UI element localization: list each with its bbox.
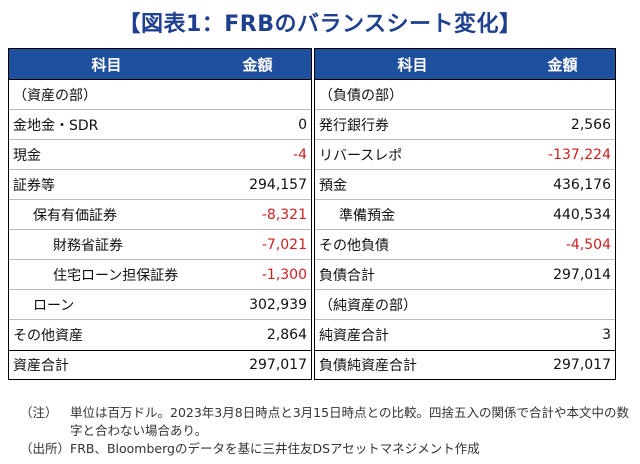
footnote-tag: （出所）	[20, 441, 71, 456]
assets-row: 金地金・SDR 0	[9, 110, 311, 140]
liabilities-row-label: 負債合計	[319, 267, 375, 284]
assets-table: 科目 金額 （資産の部） 金地金・SDR 0 現金 -4 証券等 294,157 保有有価証券…	[8, 48, 312, 380]
liabilities-row-value: 3	[602, 327, 611, 343]
assets-row: ローン 302,939	[9, 290, 311, 320]
assets-row-label: 財務省証券	[53, 237, 123, 254]
liabilities-row-label: リバースレポ	[319, 147, 403, 164]
assets-row-label: （資産の部）	[13, 87, 97, 104]
liabilities-row-label: （負債の部）	[319, 87, 403, 104]
liabilities-row: 準備預金 440,534	[315, 200, 615, 230]
assets-row-value: -1,300	[261, 266, 307, 283]
liabilities-row-value: 297,014	[553, 266, 611, 283]
assets-row-label: 現金	[13, 147, 41, 164]
assets-row-label: 住宅ローン担保証券	[53, 267, 179, 284]
liabilities-row-value: 2,566	[570, 116, 611, 133]
footnote-source: （出所） FRB、Bloombergのデータを基に三井住友DSアセットマネジメン…	[20, 440, 630, 458]
assets-row-label: ローン	[33, 297, 75, 314]
assets-table-header: 科目 金額	[9, 49, 311, 80]
liabilities-row-label: 預金	[319, 177, 347, 194]
assets-row-value: 2,864	[266, 327, 307, 343]
assets-row: その他資産 2,864	[9, 320, 311, 350]
liabilities-row: 負債合計 297,014	[315, 260, 615, 290]
liabilities-rows: （負債の部） 発行銀行券 2,566 リバースレポ -137,224 預金 436,176 準…	[315, 80, 615, 350]
assets-total-label: 資産合計	[13, 358, 69, 374]
page-title: 【図表1：FRBのバランスシート変化】	[118, 12, 522, 37]
liabilities-table: 科目 金額 （負債の部） 発行銀行券 2,566 リバースレポ -137,224 預金 43…	[314, 48, 616, 380]
assets-row: 財務省証券 -7,021	[9, 230, 311, 260]
liabilities-row: （負債の部）	[315, 80, 615, 110]
liabilities-row-label: 発行銀行券	[319, 117, 389, 134]
assets-row-label: 証券等	[13, 177, 55, 194]
liabilities-row: （純資産の部）	[315, 290, 615, 320]
header-item-label: 科目	[91, 55, 122, 74]
liabilities-row-label: その他負債	[319, 237, 389, 254]
liabilities-row: 純資産合計 3	[315, 320, 615, 350]
assets-row-value: -4	[293, 146, 307, 163]
assets-rows: （資産の部） 金地金・SDR 0 現金 -4 証券等 294,157 保有有価証券 -8,321…	[9, 80, 311, 350]
assets-total-row: 資産合計 297,017	[9, 350, 311, 379]
footnote-text: 単位は百万ドル。2023年3月8日時点と3月15日時点との比較。四捨五入の関係で…	[70, 405, 629, 438]
assets-row-value: 294,157	[249, 176, 307, 193]
liabilities-row: リバースレポ -137,224	[315, 140, 615, 170]
liabilities-row-label: 準備預金	[339, 207, 395, 224]
liabilities-total-label: 負債純資産合計	[319, 358, 417, 374]
liabilities-row-label: （純資産の部）	[319, 297, 417, 314]
liabilities-row-value: 440,534	[553, 206, 611, 223]
liabilities-table-header: 科目 金額	[315, 49, 615, 80]
liabilities-total-value: 297,017	[553, 357, 611, 373]
assets-row: （資産の部）	[9, 80, 311, 110]
liabilities-row-value: 436,176	[553, 176, 611, 193]
assets-total-value: 297,017	[249, 357, 307, 373]
assets-row-label: その他資産	[13, 328, 83, 344]
assets-row: 保有有価証券 -8,321	[9, 200, 311, 230]
assets-row-value: -7,021	[261, 236, 307, 253]
assets-row-value: 302,939	[249, 296, 307, 313]
liabilities-row: 預金 436,176	[315, 170, 615, 200]
assets-row: 証券等 294,157	[9, 170, 311, 200]
liabilities-row-value: -4,504	[565, 236, 611, 253]
assets-row: 住宅ローン担保証券 -1,300	[9, 260, 311, 290]
assets-row-value: -8,321	[261, 206, 307, 223]
assets-row-label: 保有有価証券	[33, 207, 117, 224]
header-amount-label: 金額	[242, 55, 273, 74]
footnote-tag: （注）	[20, 405, 58, 420]
liabilities-row-label: 純資産合計	[319, 328, 389, 344]
header-item-label: 科目	[397, 55, 428, 74]
liabilities-row: その他負債 -4,504	[315, 230, 615, 260]
liabilities-total-row: 負債純資産合計 297,017	[315, 350, 615, 379]
liabilities-row: 発行銀行券 2,566	[315, 110, 615, 140]
assets-row-label: 金地金・SDR	[13, 117, 99, 134]
header-amount-label: 金額	[547, 55, 578, 74]
assets-row-value: 0	[298, 116, 307, 133]
footnote-text: FRB、Bloombergのデータを基に三井住友DSアセットマネジメント作成	[70, 441, 480, 456]
liabilities-row-value: -137,224	[548, 146, 611, 163]
footnotes: （注） 単位は百万ドル。2023年3月8日時点と3月15日時点との比較。四捨五入…	[20, 404, 630, 458]
assets-row: 現金 -4	[9, 140, 311, 170]
footnote-note: （注） 単位は百万ドル。2023年3月8日時点と3月15日時点との比較。四捨五入…	[20, 404, 630, 440]
